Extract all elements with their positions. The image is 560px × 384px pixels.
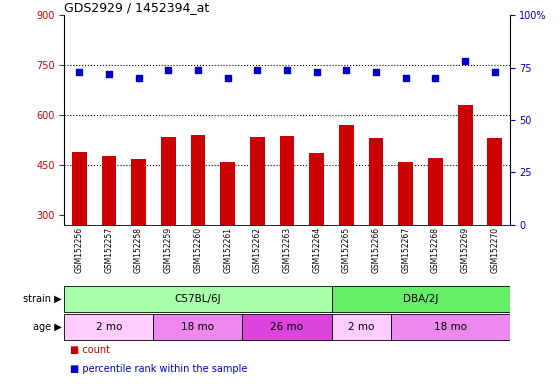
Bar [242,314,332,340]
Bar [332,314,391,340]
Point [491,69,500,75]
Bar [161,137,176,225]
Text: GSM152261: GSM152261 [223,227,232,273]
Text: 2 mo: 2 mo [96,322,122,333]
Text: GSM152268: GSM152268 [431,227,440,273]
Bar [250,137,265,225]
Point [342,67,351,73]
Point [194,67,203,73]
Text: GSM152269: GSM152269 [460,227,470,273]
Point [223,75,232,81]
Bar [72,152,87,225]
Point [372,69,381,75]
Point [312,69,321,75]
Bar [368,138,384,225]
Text: GSM152260: GSM152260 [193,227,203,273]
Bar [153,314,242,340]
Text: 18 mo: 18 mo [181,322,214,333]
Point [164,67,173,73]
Text: GSM152266: GSM152266 [371,227,381,273]
Text: GSM152270: GSM152270 [490,227,500,273]
Text: ■ count: ■ count [70,345,110,355]
Bar [391,314,510,340]
Text: GSM152257: GSM152257 [104,227,114,273]
Text: DBA/2J: DBA/2J [403,293,438,304]
Point [460,58,469,65]
Bar [190,135,206,225]
Point [253,67,262,73]
Point [75,69,84,75]
Bar [309,153,324,225]
Point [134,75,143,81]
Point [401,75,410,81]
Point [282,67,291,73]
Text: GSM152264: GSM152264 [312,227,321,273]
Bar [339,125,354,225]
Bar [487,138,502,225]
Bar [458,105,473,225]
Point [105,71,114,77]
Bar [101,156,116,225]
Text: ■ percentile rank within the sample: ■ percentile rank within the sample [70,364,248,374]
Text: GDS2929 / 1452394_at: GDS2929 / 1452394_at [64,1,209,14]
Bar [279,136,295,225]
Text: GSM152258: GSM152258 [134,227,143,273]
Text: GSM152267: GSM152267 [401,227,410,273]
Text: C57BL/6J: C57BL/6J [175,293,221,304]
Text: age ▶: age ▶ [33,322,62,333]
Text: GSM152263: GSM152263 [282,227,292,273]
Bar [64,286,332,311]
Text: GSM152256: GSM152256 [74,227,84,273]
Text: 18 mo: 18 mo [434,322,466,333]
Text: 2 mo: 2 mo [348,322,375,333]
Bar [428,158,443,225]
Text: GSM152259: GSM152259 [164,227,173,273]
Text: 26 mo: 26 mo [270,322,304,333]
Text: GSM152265: GSM152265 [342,227,351,273]
Text: strain ▶: strain ▶ [23,293,62,304]
Bar [131,159,146,225]
Bar [398,162,413,225]
Text: GSM152262: GSM152262 [253,227,262,273]
Bar [220,162,235,225]
Bar [64,314,153,340]
Point [431,75,440,81]
Bar [332,286,510,311]
